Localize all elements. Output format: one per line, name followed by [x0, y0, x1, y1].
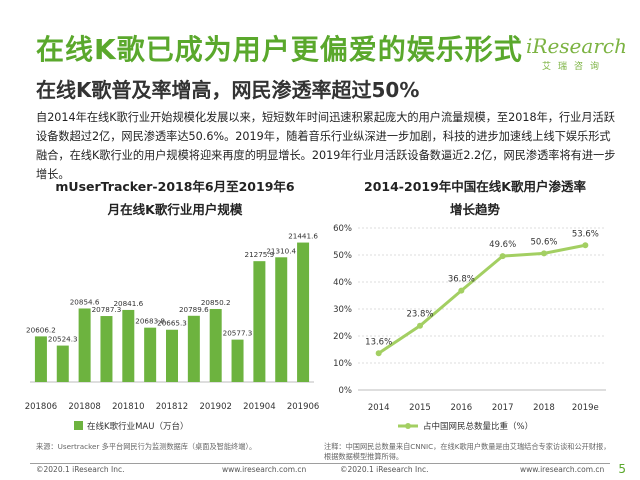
- line-chart-note: 注释：中国网民总数量来自CNNIC，在线K歌用户数量是由艾瑞结合专家访谈和公开财…: [324, 442, 610, 462]
- legend-marker: [405, 423, 411, 429]
- x-tick-label: 2014: [368, 403, 390, 413]
- x-tick-label: 201812: [156, 402, 188, 412]
- x-tick-label: 201906: [287, 402, 319, 412]
- x-tick-label: 2018: [533, 403, 555, 413]
- bar: [144, 327, 157, 382]
- data-point: [582, 242, 589, 249]
- y-tick-label: 0%: [339, 386, 353, 396]
- bar-value-label: 21275.9: [245, 250, 275, 259]
- x-tick-label: 2016: [451, 403, 473, 413]
- bar-value-label: 20606.2: [26, 325, 56, 334]
- data-point: [375, 350, 382, 357]
- bar-chart-title-line2: 月在线K歌行业用户规模: [107, 202, 243, 217]
- footer-url-right: www.iresearch.com.cn: [520, 465, 605, 474]
- footer-url-left: www.iresearch.com.cn: [222, 465, 307, 474]
- legend-label: 占中国网民总数量比重（%）: [423, 421, 533, 432]
- bar: [122, 309, 135, 382]
- footer-copyright-left: ©2020.1 iResearch Inc.: [36, 465, 125, 474]
- x-tick-label: 2019e: [572, 403, 599, 413]
- bar-value-label: 20683.8: [135, 317, 165, 326]
- bar-value-label: 20524.3: [48, 335, 78, 344]
- point-value-label: 36.8%: [448, 275, 475, 285]
- x-tick-label: 201810: [112, 402, 144, 412]
- data-point: [458, 287, 465, 294]
- x-tick-label: 2017: [492, 403, 514, 413]
- logo-subtext: 艾瑞咨询: [541, 62, 606, 72]
- line-chart-title-line1: 2014-2019年中国在线K歌用户渗透率: [364, 179, 586, 194]
- line-chart-title: 2014-2019年中国在线K歌用户渗透率 增长趋势: [335, 175, 615, 221]
- bar-chart-source: 来源：Usertracker 多平台网民行为监测数据库（桌面及智能终端）。: [36, 442, 257, 451]
- point-value-label: 50.6%: [530, 237, 557, 247]
- x-tick-label: 201902: [199, 402, 231, 412]
- bar: [100, 316, 113, 382]
- line-chart-note-line1: 注释：中国网民总数量来自CNNIC，在线K歌用户数量是由艾瑞结合专家访谈和公开财…: [324, 442, 611, 451]
- data-point: [417, 322, 423, 329]
- legend-label: 在线K歌行业MAU（万台）: [87, 421, 188, 432]
- line-chart-note-line2: 根据数据模型推算所得。: [324, 452, 404, 461]
- bar: [275, 257, 288, 382]
- logo-text: iResearch: [526, 34, 627, 58]
- x-tick-label: 201806: [25, 402, 57, 412]
- iresearch-logo: iResearch 艾瑞咨询: [526, 34, 627, 72]
- x-tick-label: 201808: [68, 402, 100, 412]
- bar-value-label: 21310.4: [266, 246, 296, 255]
- slide-subtitle: 在线K歌普及率增高，网民渗透率超过50%: [36, 78, 420, 102]
- bar: [231, 339, 244, 382]
- legend-swatch: [74, 421, 83, 430]
- footer-copyright-right: ©2020.1 iResearch Inc.: [340, 465, 429, 474]
- point-value-label: 49.6%: [489, 240, 516, 250]
- data-point: [499, 253, 506, 260]
- point-value-label: 13.6%: [365, 337, 392, 347]
- bar-value-label: 20789.6: [179, 305, 209, 314]
- y-tick-label: 20%: [333, 332, 352, 342]
- bar: [187, 315, 200, 382]
- bar-value-label: 20665.3: [157, 319, 187, 328]
- slide-title: 在线K歌已成为用户更偏爱的娱乐形式: [36, 33, 523, 66]
- bar: [209, 308, 222, 382]
- x-tick-label: 201904: [243, 402, 275, 412]
- bar-chart-title-line1: mUserTracker-2018年6月至2019年6: [55, 179, 295, 194]
- bar-value-label: 20577.3: [223, 329, 253, 338]
- y-tick-label: 50%: [333, 251, 352, 261]
- bar-value-label: 21441.6: [288, 232, 318, 241]
- bar: [34, 336, 47, 382]
- bar: [78, 308, 91, 382]
- point-value-label: 53.6%: [572, 229, 599, 239]
- bar-value-label: 20841.6: [113, 299, 143, 308]
- point-value-label: 23.8%: [406, 310, 433, 320]
- bar: [166, 329, 178, 382]
- bar: [253, 261, 266, 382]
- bar-value-label: 20787.3: [92, 305, 122, 314]
- y-tick-label: 10%: [333, 359, 352, 369]
- footer-divider: [30, 463, 610, 464]
- series-line: [377, 243, 586, 355]
- bar: [297, 242, 310, 382]
- bar-value-label: 20850.2: [201, 298, 231, 307]
- y-tick-label: 30%: [333, 305, 352, 315]
- intro-paragraph: 自2014年在线K歌行业开始规模化发展以来，短短数年时间迅速积累起庞大的用户流量…: [36, 111, 616, 181]
- bar-value-label: 20854.6: [70, 297, 100, 306]
- line-chart-title-line2: 增长趋势: [449, 202, 500, 217]
- bar-chart-title: mUserTracker-2018年6月至2019年6 月在线K歌行业用户规模: [40, 175, 310, 221]
- y-tick-label: 60%: [333, 224, 352, 234]
- y-tick-label: 40%: [333, 278, 352, 288]
- bar: [56, 345, 69, 382]
- data-point: [541, 250, 547, 257]
- page-number: 5: [618, 462, 626, 476]
- x-tick-label: 2015: [409, 403, 431, 413]
